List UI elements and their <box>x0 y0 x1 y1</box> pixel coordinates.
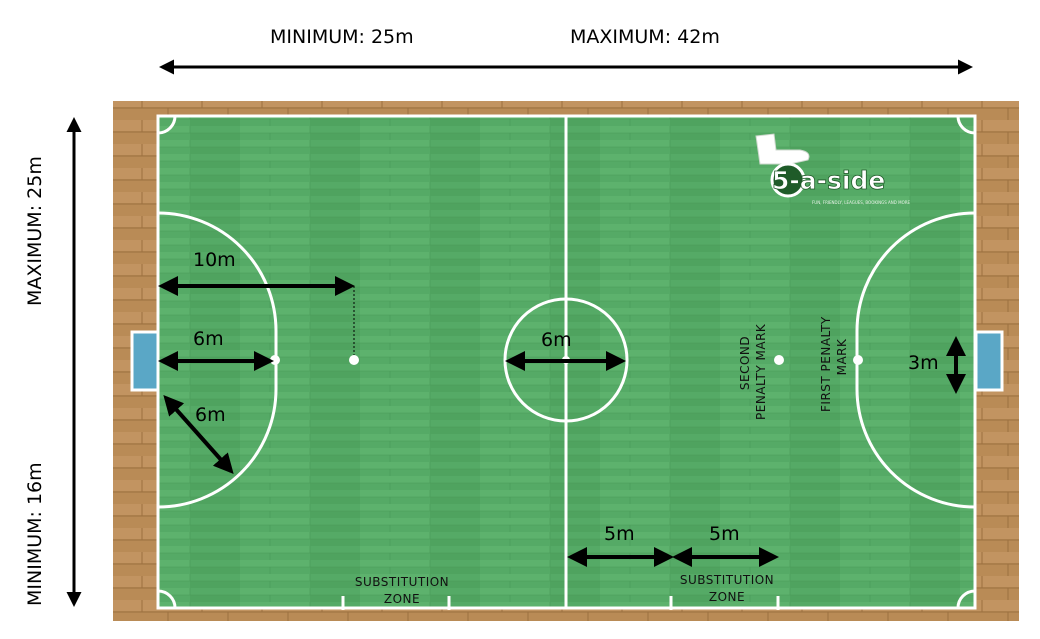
left-first-penalty-mark <box>270 355 280 365</box>
boot-icon <box>755 133 810 165</box>
sub-five-m-label-b: 5m <box>709 523 740 545</box>
width-maximum-label: MAXIMUM: 25m <box>24 156 46 306</box>
svg-text:FIRST PENALTY: FIRST PENALTY <box>819 316 833 412</box>
sub-zone-right-line2: ZONE <box>709 590 745 604</box>
left-goal <box>130 330 160 392</box>
sub-five-m-label-a: 5m <box>604 523 635 545</box>
right-first-penalty-mark <box>853 355 863 365</box>
length-minimum-label: MINIMUM: 25m <box>270 26 414 48</box>
six-m-radius-arrow <box>163 395 234 474</box>
svg-text:SECOND: SECOND <box>738 336 752 390</box>
sub-zone-right-line1: SUBSTITUTION <box>680 573 774 587</box>
ten-m-label: 10m <box>193 249 236 271</box>
left-second-penalty-mark <box>349 355 359 365</box>
first-penalty-mark-label: FIRST PENALTY MARK <box>819 316 849 412</box>
svg-text:PENALTY MARK: PENALTY MARK <box>754 323 768 420</box>
sub-zone-left-line1: SUBSTITUTION <box>355 575 449 589</box>
goal-three-m-label: 3m <box>908 352 939 374</box>
right-goal <box>974 330 1004 392</box>
five-a-side-logo: 5-a-side FUN, FRIENDLY, LEAGUES, BOOKING… <box>755 133 911 205</box>
second-penalty-mark-label: SECOND PENALTY MARK <box>738 323 768 420</box>
sub-zone-left-line2: ZONE <box>384 592 420 606</box>
logo-tagline: FUN, FRIENDLY, LEAGUES, BOOKINGS AND MOR… <box>812 200 911 205</box>
six-m-radius-label: 6m <box>195 404 226 426</box>
width-minimum-label: MINIMUM: 16m <box>24 462 46 606</box>
six-m-spot-label: 6m <box>193 328 224 350</box>
right-second-penalty-mark <box>774 355 784 365</box>
center-six-m-label: 6m <box>541 329 572 351</box>
svg-text:MARK: MARK <box>835 338 849 375</box>
logo-text: 5-a-side <box>772 166 885 195</box>
length-maximum-label: MAXIMUM: 42m <box>570 26 720 48</box>
